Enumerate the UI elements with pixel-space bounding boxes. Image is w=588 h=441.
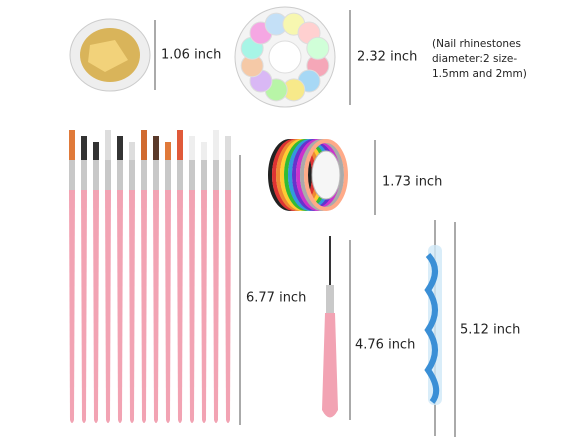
brush-head xyxy=(177,130,183,160)
brush-handle xyxy=(81,190,87,423)
ferrule xyxy=(105,160,111,190)
ferrule xyxy=(69,160,75,190)
ferrule xyxy=(213,160,219,190)
brush-handle xyxy=(117,190,123,423)
brush-handle xyxy=(189,190,195,423)
dimension-label: 4.76 inch xyxy=(355,338,415,353)
brush-handle xyxy=(129,190,135,423)
compartment xyxy=(306,36,330,60)
striping-tape xyxy=(268,139,348,211)
dimension-label: 5.12 inch xyxy=(460,323,520,338)
brush-handle xyxy=(153,190,159,423)
brush-head xyxy=(117,136,123,166)
brush-set xyxy=(69,130,231,423)
tape-roll xyxy=(304,139,348,211)
ferrule xyxy=(81,160,87,190)
note-line: 1.5mm and 2mm) xyxy=(432,68,527,80)
foil-jar xyxy=(69,18,151,92)
dimension-label: 2.32 inch xyxy=(357,50,417,65)
brush-handle xyxy=(93,190,99,423)
ferrule xyxy=(189,160,195,190)
ferrule xyxy=(201,160,207,190)
dimension-label: 6.77 inch xyxy=(246,291,306,306)
rhinestone-wheel xyxy=(234,6,336,108)
dotting-tool xyxy=(424,220,442,436)
brush-head xyxy=(129,142,135,172)
brush-head xyxy=(69,130,75,160)
brush-head xyxy=(201,142,207,172)
note-line: diameter:2 size- xyxy=(432,53,517,65)
brush-handle xyxy=(201,190,207,423)
dimension-label: 1.06 inch xyxy=(161,48,221,63)
ferrule xyxy=(225,160,231,190)
brush-handle xyxy=(165,190,171,423)
ferrule xyxy=(129,160,135,190)
ferrule xyxy=(153,160,159,190)
ferrule xyxy=(93,160,99,190)
brush-head xyxy=(213,130,219,160)
brush-head xyxy=(141,130,147,160)
brush-handle xyxy=(69,190,75,423)
dimension-label: 1.73 inch xyxy=(382,175,442,190)
note-line: (Nail rhinestones xyxy=(432,38,521,50)
ferrule xyxy=(141,160,147,190)
brush-head xyxy=(153,136,159,166)
brush-handle xyxy=(213,190,219,423)
ferrule xyxy=(117,160,123,190)
brush-head xyxy=(93,142,99,172)
brush-head xyxy=(105,130,111,160)
brush-head xyxy=(81,136,87,166)
tape-core xyxy=(311,150,341,200)
brush-handle xyxy=(105,190,111,423)
brush-handle xyxy=(177,190,183,423)
brush-handle xyxy=(225,190,231,423)
brush-head xyxy=(189,136,195,166)
brush-head xyxy=(225,136,231,166)
brush-head xyxy=(165,142,171,172)
ferrule xyxy=(165,160,171,190)
ferrule xyxy=(177,160,183,190)
liner-brush xyxy=(322,236,338,418)
brush-handle xyxy=(141,190,147,423)
